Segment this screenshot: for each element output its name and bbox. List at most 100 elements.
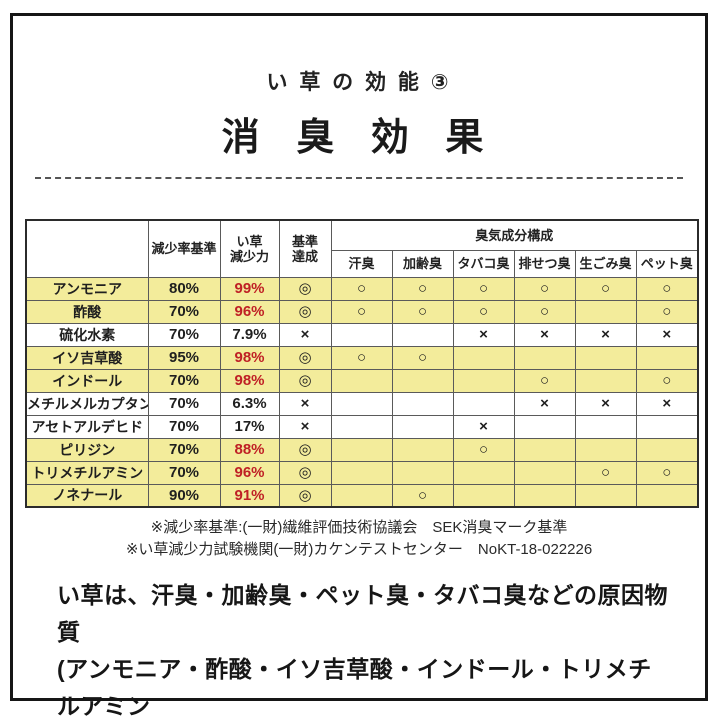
igusa-power-value: 98%	[219, 345, 280, 370]
odor-mark-2: ○	[391, 483, 454, 508]
substance-name: メチルメルカプタン	[25, 391, 149, 416]
header-igusa-power-line1: い草	[236, 233, 263, 249]
standard-met-mark: ◎	[278, 483, 332, 508]
reduction-standard-value: 90%	[147, 483, 221, 508]
odor-mark-5: ×	[574, 391, 637, 416]
odor-mark-5	[574, 483, 637, 508]
table-row: イソ吉草酸 95% 98% ◎ ○ ○	[25, 345, 699, 370]
standard-met-mark: ◎	[278, 276, 332, 301]
reduction-standard-value: 70%	[147, 368, 221, 393]
igusa-power-value: 88%	[219, 437, 280, 462]
header-odor-tobacco: タバコ臭	[452, 249, 515, 278]
odor-mark-1	[330, 437, 393, 462]
odor-mark-6: ○	[635, 368, 699, 393]
header-substance	[25, 219, 149, 278]
odor-mark-4: ×	[513, 322, 576, 347]
reduction-standard-value: 70%	[147, 437, 221, 462]
table-row: アンモニア 80% 99% ◎ ○ ○ ○ ○ ○ ○	[25, 276, 699, 301]
header-odor-garbage: 生ごみ臭	[574, 249, 637, 278]
odor-mark-4: ○	[513, 276, 576, 301]
substance-name: ノネナール	[25, 483, 149, 508]
table-row: ピリジン 70% 88% ◎ ○	[25, 437, 699, 462]
igusa-power-value: 98%	[219, 368, 280, 393]
odor-mark-4: ○	[513, 299, 576, 324]
reduction-standard-value: 70%	[147, 414, 221, 439]
odor-mark-6: ×	[635, 322, 699, 347]
header-igusa-power-line2: 減少力	[229, 248, 269, 264]
odor-mark-3: ×	[452, 322, 515, 347]
substance-name: アンモニア	[25, 276, 149, 301]
odor-mark-4	[513, 345, 576, 370]
odor-mark-5	[574, 345, 637, 370]
odor-mark-1: ○	[330, 299, 393, 324]
odor-mark-1: ○	[330, 345, 393, 370]
odor-mark-4	[513, 437, 576, 462]
table-header: 減少率基準 い草 減少力 基準 達成 臭気成分構成 汗臭 加齢臭 タバコ臭 排せつ臭…	[25, 219, 699, 278]
header-odor-aging: 加齢臭	[391, 249, 454, 278]
page-subtitle: い 草 の 効 能 ③	[266, 71, 452, 94]
substance-name: トリメチルアミン	[25, 460, 149, 485]
table-row: 酢酸 70% 96% ◎ ○ ○ ○ ○ ○	[25, 299, 699, 324]
reduction-standard-value: 70%	[147, 299, 221, 324]
table-row: トリメチルアミン 70% 96% ◎ ○ ○	[25, 460, 699, 485]
odor-mark-1	[330, 483, 393, 508]
odor-mark-4: ×	[513, 391, 576, 416]
odor-mark-1: ○	[330, 276, 393, 301]
header-odor-excretion: 排せつ臭	[513, 249, 576, 278]
header-standard-met: 基準 達成	[278, 219, 332, 278]
deodorizing-effect-table: 減少率基準 い草 減少力 基準 達成 臭気成分構成 汗臭 加齢臭 タバコ臭 排せつ臭…	[25, 219, 700, 508]
odor-mark-2	[391, 460, 454, 485]
odor-mark-6	[635, 437, 699, 462]
igusa-power-value: 6.3%	[219, 391, 280, 416]
table-row: インドール 70% 98% ◎ ○ ○	[25, 368, 699, 393]
note-testing-org: ※い草減少力試験機関(一財)カケンテストセンター NoKT-18-022226	[125, 541, 593, 558]
standard-met-mark: ◎	[278, 460, 332, 485]
odor-mark-4	[513, 483, 576, 508]
odor-mark-3	[452, 391, 515, 416]
substance-name: アセトアルデヒド	[25, 414, 149, 439]
odor-mark-2: ○	[391, 276, 454, 301]
odor-mark-6: ○	[635, 299, 699, 324]
odor-mark-3: ○	[452, 437, 515, 462]
odor-mark-6: ○	[635, 276, 699, 301]
standard-met-mark: ×	[278, 322, 332, 347]
odor-mark-2	[391, 437, 454, 462]
odor-mark-5	[574, 299, 637, 324]
standard-met-mark: ◎	[278, 299, 332, 324]
header-reduction-standard: 減少率基準	[147, 219, 221, 278]
substance-name: ピリジン	[25, 437, 149, 462]
odor-mark-2	[391, 322, 454, 347]
odor-mark-1	[330, 391, 393, 416]
odor-mark-4	[513, 414, 576, 439]
odor-mark-5	[574, 414, 637, 439]
substance-name: 硫化水素	[25, 322, 149, 347]
header-standard-met-line2: 達成	[291, 248, 318, 264]
odor-mark-1	[330, 460, 393, 485]
table-row: ノネナール 90% 91% ◎ ○	[25, 483, 699, 508]
odor-mark-1	[330, 322, 393, 347]
odor-mark-3: ×	[452, 414, 515, 439]
odor-mark-5: ○	[574, 460, 637, 485]
table-row: 硫化水素 70% 7.9% × × × × ×	[25, 322, 699, 347]
header-standard-met-line1: 基準	[291, 233, 318, 249]
odor-mark-3	[452, 368, 515, 393]
igusa-power-value: 91%	[219, 483, 280, 508]
odor-mark-5	[574, 437, 637, 462]
odor-mark-6	[635, 414, 699, 439]
table-row: メチルメルカプタン 70% 6.3% × × × ×	[25, 391, 699, 416]
header-odor-pet: ペット臭	[635, 249, 699, 278]
odor-mark-1	[330, 414, 393, 439]
standard-met-mark: ×	[278, 391, 332, 416]
reduction-standard-value: 70%	[147, 460, 221, 485]
description-line-1: い草は、汗臭・加齢臭・ペット臭・タバコ臭などの原因物質	[57, 582, 668, 645]
odor-mark-2	[391, 391, 454, 416]
note-standard: ※減少率基準:(一財)繊維評価技術協議会 SEK消臭マーク基準	[150, 519, 568, 536]
odor-mark-2	[391, 414, 454, 439]
standard-met-mark: ×	[278, 414, 332, 439]
substance-name: イソ吉草酸	[25, 345, 149, 370]
header-odor-sweat: 汗臭	[330, 249, 393, 278]
odor-mark-3: ○	[452, 276, 515, 301]
odor-mark-2: ○	[391, 299, 454, 324]
header-igusa-power: い草 減少力	[219, 219, 280, 278]
